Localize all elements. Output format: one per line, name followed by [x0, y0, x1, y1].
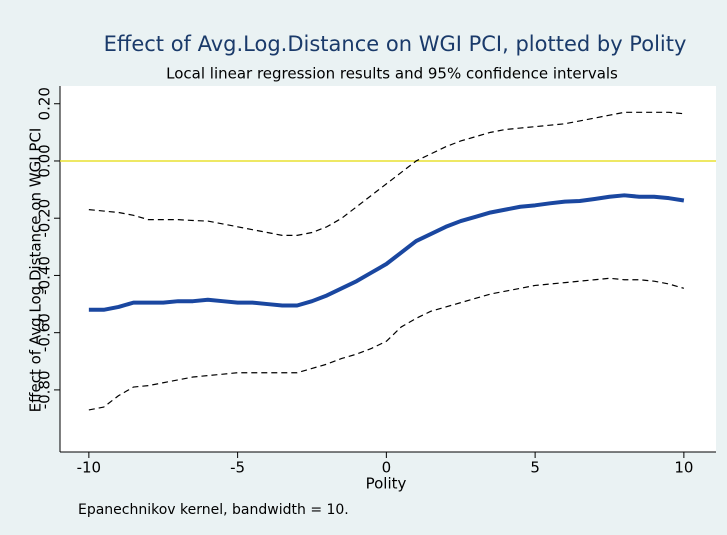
y-tick-label: 0.20: [36, 87, 54, 120]
plot-area: [60, 86, 716, 452]
series-line: [88, 111, 684, 236]
series-line: [88, 277, 685, 411]
y-axis-title: Effect of Avg.Log.Distance on WGI PCI: [27, 128, 45, 413]
x-tick-label: -5: [230, 459, 245, 477]
x-tick-label: 5: [530, 459, 540, 477]
y-tick-label: -0.40: [36, 256, 54, 295]
y-tick-label: -0.60: [36, 313, 54, 352]
y-tick-label: -0.20: [36, 199, 54, 238]
series-line: [88, 193, 685, 312]
y-tick-label: 0.00: [36, 144, 54, 177]
chart-subtitle: Local linear regression results and 95% …: [166, 65, 618, 83]
x-tick-label: 0: [382, 459, 392, 477]
x-axis-title: Polity: [366, 475, 407, 493]
x-tick-label: -10: [77, 459, 102, 477]
note: Epanechnikov kernel, bandwidth = 10.: [78, 502, 349, 518]
chart-title: Effect of Avg.Log.Distance on WGI PCI, p…: [104, 32, 687, 56]
x-tick-label: 10: [674, 459, 693, 477]
y-tick-label: -0.80: [36, 370, 54, 409]
